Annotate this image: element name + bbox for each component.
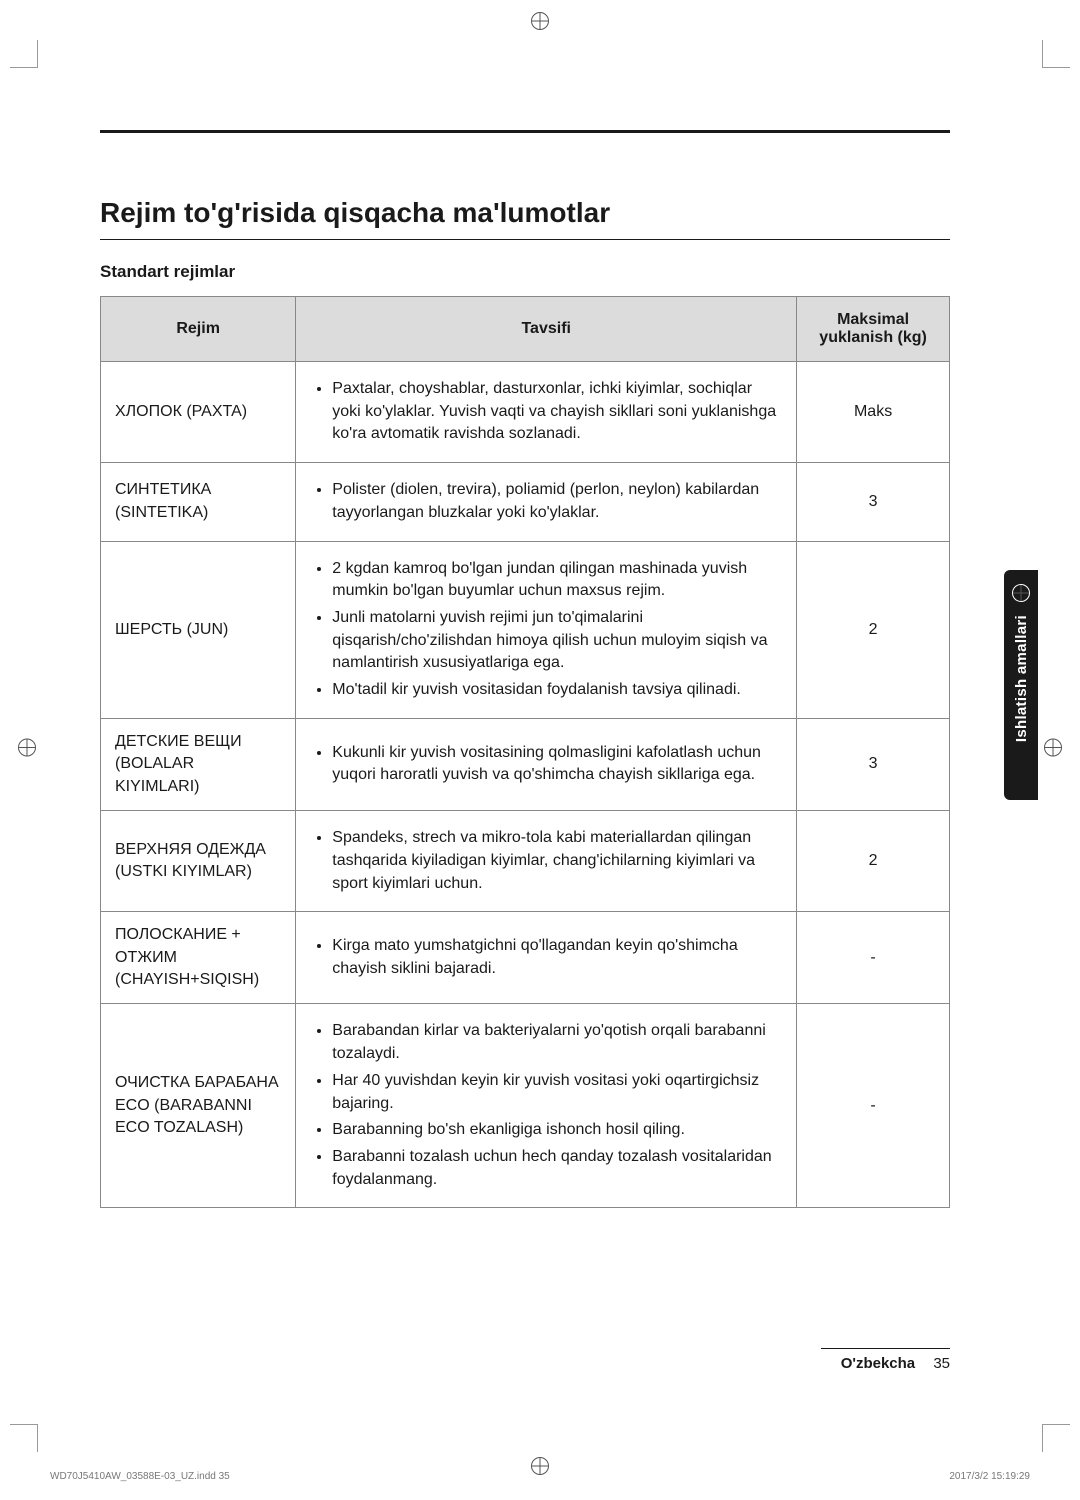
maks-cell: Maks bbox=[797, 362, 950, 463]
table-header-row: Rejim Tavsifi Maksimal yuklanish (kg) bbox=[101, 297, 950, 362]
side-tab-label: Ishlatish amallari bbox=[1013, 615, 1030, 742]
tavsifi-cell: Spandeks, strech va mikro-tola kabi mate… bbox=[296, 811, 797, 912]
side-tab-icon bbox=[1012, 584, 1030, 607]
footer-language: O'zbekcha bbox=[841, 1355, 915, 1372]
footer-number: 35 bbox=[933, 1355, 950, 1372]
desc-item: Paxtalar, choyshablar, dasturxonlar, ich… bbox=[332, 378, 782, 446]
maks-cell: 2 bbox=[797, 811, 950, 912]
tavsifi-cell: Barabandan kirlar va bakteriyalarni yo'q… bbox=[296, 1004, 797, 1208]
desc-item: Barabandan kirlar va bakteriyalarni yo'q… bbox=[332, 1020, 782, 1065]
desc-item: Kirga mato yumshatgichni qo'llagandan ke… bbox=[332, 935, 782, 980]
desc-item: Polister (diolen, trevira), poliamid (pe… bbox=[332, 479, 782, 524]
rejim-cell: ВЕРХНЯЯ ОДЕЖДА (USTKI KIYIMLAR) bbox=[101, 811, 296, 912]
print-footer-left: WD70J5410AW_03588E-03_UZ.indd 35 bbox=[50, 1471, 230, 1482]
rejim-cell: ОЧИСТКА БАРАБАНА ECO (BARABANNI ECO TOZA… bbox=[101, 1004, 296, 1208]
rejim-cell: ХЛОПОК (PAXTA) bbox=[101, 362, 296, 463]
table-row: ПОЛОСКАНИЕ + ОТЖИМ (CHAYISH+SIQISH) Kirga… bbox=[101, 912, 950, 1004]
page-content: Rejim to'g'risida qisqacha ma'lumotlar S… bbox=[100, 130, 950, 1390]
rejim-cell: ПОЛОСКАНИЕ + ОТЖИМ (CHAYISH+SIQISH) bbox=[101, 912, 296, 1004]
desc-item: 2 kgdan kamroq bo'lgan jundan qilingan m… bbox=[332, 558, 782, 603]
col-header-rejim: Rejim bbox=[101, 297, 296, 362]
desc-item: Junli matolarni yuvish rejimi jun to'qim… bbox=[332, 607, 782, 675]
maks-cell: - bbox=[797, 1004, 950, 1208]
rejim-cell: СИНТЕТИКА (SINTETIKA) bbox=[101, 463, 296, 541]
table-row: СИНТЕТИКА (SINTETIKA) Polister (diolen, t… bbox=[101, 463, 950, 541]
right-registration-mark bbox=[1044, 739, 1062, 762]
table-row: ДЕТСКИЕ ВЕЩИ (BOLALAR KIYIMLARI) Kukunli … bbox=[101, 718, 950, 810]
crop-mark-tr bbox=[1042, 40, 1070, 68]
side-tab: Ishlatish amallari bbox=[1004, 570, 1038, 800]
desc-item: Barabanni tozalash uchun hech qanday toz… bbox=[332, 1146, 782, 1191]
tavsifi-cell: Polister (diolen, trevira), poliamid (pe… bbox=[296, 463, 797, 541]
maks-cell: 2 bbox=[797, 541, 950, 718]
table-row: ХЛОПОК (PAXTA) Paxtalar, choyshablar, das… bbox=[101, 362, 950, 463]
crop-mark-br bbox=[1042, 1424, 1070, 1452]
tavsifi-cell: Paxtalar, choyshablar, dasturxonlar, ich… bbox=[296, 362, 797, 463]
table-row: ШЕРСТЬ (JUN) 2 kgdan kamroq bo'lgan junda… bbox=[101, 541, 950, 718]
desc-item: Mo'tadil kir yuvish vositasidan foydalan… bbox=[332, 679, 782, 702]
maks-cell: 3 bbox=[797, 718, 950, 810]
tavsifi-cell: 2 kgdan kamroq bo'lgan jundan qilingan m… bbox=[296, 541, 797, 718]
rejim-cell: ДЕТСКИЕ ВЕЩИ (BOLALAR KIYIMLARI) bbox=[101, 718, 296, 810]
desc-item: Har 40 yuvishdan keyin kir yuvish vosita… bbox=[332, 1070, 782, 1115]
desc-item: Barabanning bo'sh ekanligiga ishonch hos… bbox=[332, 1119, 782, 1142]
col-header-tavsifi: Tavsifi bbox=[296, 297, 797, 362]
top-registration-mark bbox=[531, 12, 549, 35]
desc-item: Kukunli kir yuvish vositasining qolmasli… bbox=[332, 742, 782, 787]
crop-mark-tl bbox=[10, 40, 38, 68]
desc-item: Spandeks, strech va mikro-tola kabi mate… bbox=[332, 827, 782, 895]
crop-mark-bl bbox=[10, 1424, 38, 1452]
maks-cell: - bbox=[797, 912, 950, 1004]
table-row: ВЕРХНЯЯ ОДЕЖДА (USTKI KIYIMLAR) Spandeks,… bbox=[101, 811, 950, 912]
print-footer-right: 2017/3/2 15:19:29 bbox=[949, 1471, 1030, 1482]
tavsifi-cell: Kukunli kir yuvish vositasining qolmasli… bbox=[296, 718, 797, 810]
tavsifi-cell: Kirga mato yumshatgichni qo'llagandan ke… bbox=[296, 912, 797, 1004]
page-title: Rejim to'g'risida qisqacha ma'lumotlar bbox=[100, 197, 950, 240]
col-header-maks: Maksimal yuklanish (kg) bbox=[797, 297, 950, 362]
table-row: ОЧИСТКА БАРАБАНА ECO (BARABANNI ECO TOZA… bbox=[101, 1004, 950, 1208]
bottom-registration-mark bbox=[531, 1457, 549, 1480]
rejim-cell: ШЕРСТЬ (JUN) bbox=[101, 541, 296, 718]
maks-cell: 3 bbox=[797, 463, 950, 541]
subheading: Standart rejimlar bbox=[100, 262, 950, 282]
left-registration-mark bbox=[18, 739, 36, 762]
top-rule bbox=[100, 130, 950, 133]
footer-page-number: O'zbekcha 35 bbox=[821, 1348, 950, 1372]
modes-table: Rejim Tavsifi Maksimal yuklanish (kg) ХЛ… bbox=[100, 296, 950, 1208]
